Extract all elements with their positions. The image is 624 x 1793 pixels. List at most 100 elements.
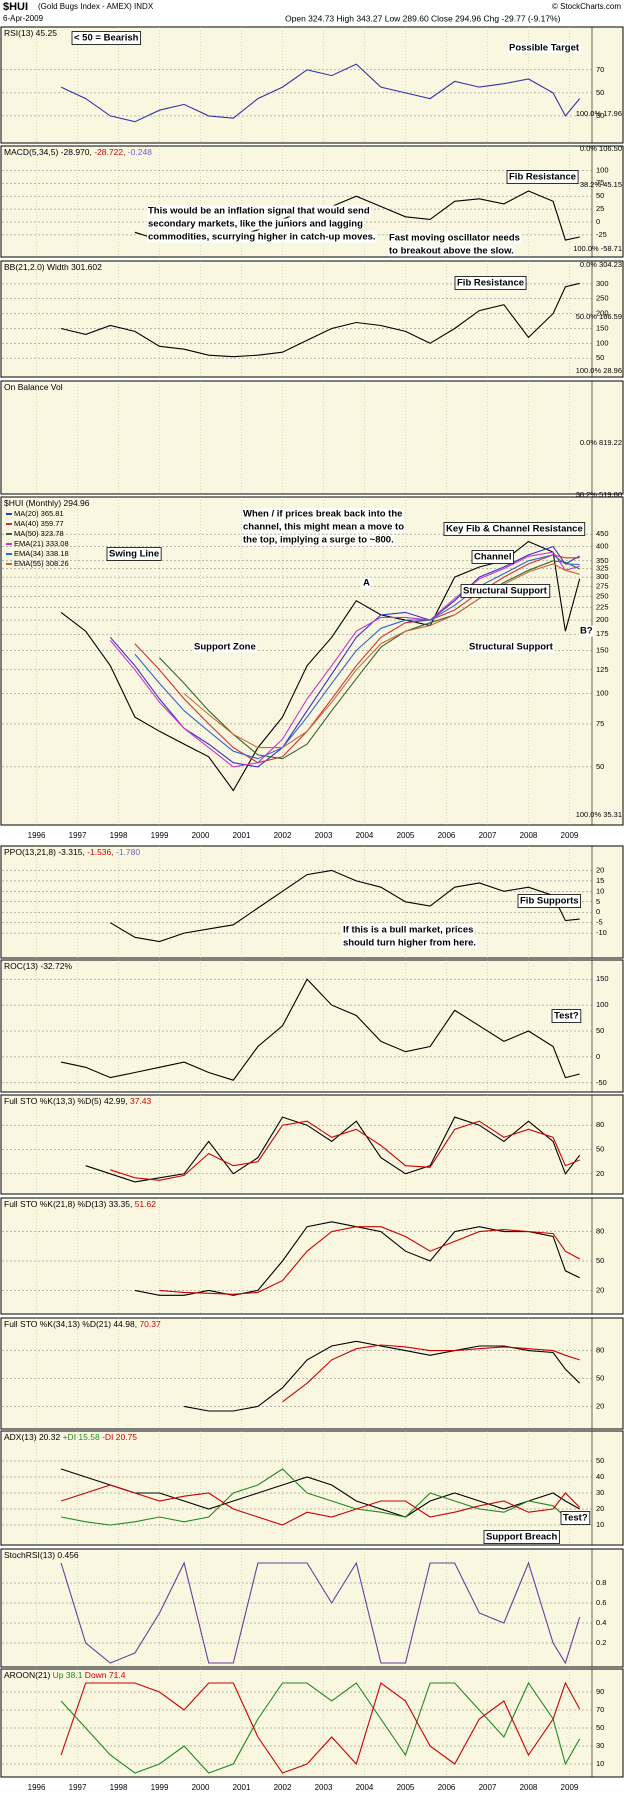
x-tick-label: 2008: [520, 1783, 538, 1792]
y-tick-label: 80: [596, 1120, 604, 1129]
y-tick-label: 50: [596, 1144, 604, 1153]
title-part: $HUI (Monthly) 294.96: [4, 498, 90, 508]
series-line: [109, 545, 580, 768]
title-part: AROON(21): [4, 1670, 50, 1680]
panel: [0, 1094, 624, 1195]
annotation-bg: [468, 641, 555, 653]
quote: Open 324.73 High 343.27 Low 289.60 Close…: [285, 13, 561, 23]
y-tick-label: 75: [596, 719, 604, 728]
title-part: Full STO %K(21,8) %D(13) 33.35,: [4, 1199, 132, 1209]
annotation-bg: [242, 534, 395, 546]
annotation-text: Structural Support: [469, 642, 554, 653]
y-tick-label: 0.8: [596, 1578, 606, 1587]
y-tick-label: 225: [596, 603, 609, 612]
annotation-bg: [342, 937, 478, 949]
annotation-box: [560, 1511, 591, 1525]
y-tick-label: 20: [596, 1285, 604, 1294]
annotation-text: A: [363, 578, 370, 589]
x-tick-label: 2001: [233, 831, 251, 840]
y-tick-label: 125: [596, 665, 609, 674]
y-tick-label: 80: [596, 1227, 604, 1236]
y-tick-label: 100: [596, 688, 609, 697]
title-part: PPO(13,21,8) -3.315,: [4, 847, 85, 857]
symbol: $HUI: [3, 1, 28, 13]
x-tick-label: 2004: [356, 831, 374, 840]
annotation-text: 38.2% 519.80: [576, 490, 622, 499]
series-line: [60, 282, 580, 358]
series-line: [60, 63, 581, 123]
annotation-text: 100.0% 28.96: [576, 366, 622, 375]
annotation-box: [551, 1009, 582, 1023]
annotation: 50.0% 166.59: [576, 312, 622, 321]
y-tick-label: 50: [596, 1256, 604, 1265]
x-tick-label: 2006: [438, 1783, 456, 1792]
annotation-bg: [242, 508, 404, 520]
x-tick-label: 1996: [28, 1783, 46, 1792]
annotation-text: Key Fib & Channel Resistance: [446, 524, 583, 535]
y-tick-label: 100: [596, 338, 609, 347]
annotation: Test?: [560, 1511, 591, 1525]
annotation: Fib Supports: [517, 894, 581, 908]
annotation: When / if prices break back into the chan…: [242, 508, 406, 546]
panel-title: $HUI (Monthly) 294.96: [4, 498, 90, 508]
index-name: (Gold Bugs Index - AMEX) INDX: [38, 2, 154, 11]
annotation-text: 100.0% 35.31: [576, 810, 622, 819]
series-line: [60, 1484, 581, 1526]
title-part: MACD(5,34,5) -28.970,: [4, 147, 92, 157]
annotation: 0.0% 106.50: [580, 144, 622, 153]
annotation: 0.0% 819.22: [580, 438, 622, 447]
title-part: Full STO %K(13,3) %D(5) 42.99,: [4, 1096, 128, 1106]
series-line: [60, 978, 580, 1081]
annotation-bg: [147, 231, 377, 243]
title-part: On Balance Vol: [4, 382, 63, 392]
legend-entry: EMA(55) 308.26: [14, 559, 69, 568]
y-tick-label: 50: [596, 1373, 604, 1382]
annotation-text: B?: [580, 626, 593, 637]
legend-entry: EMA(34) 338.18: [14, 549, 69, 558]
x-tick-label: 2001: [233, 1783, 251, 1792]
x-tick-label: 2003: [315, 1783, 333, 1792]
annotation-text: Structural Support: [463, 586, 548, 597]
annotation: Possible Target: [508, 42, 581, 54]
annotation: 100.0% 35.31: [576, 810, 622, 819]
panel-title: Full STO %K(13,3) %D(5) 42.99, 37.43: [4, 1096, 152, 1106]
title-part: -28.722,: [92, 147, 126, 157]
x-tick-label: 1998: [110, 1783, 128, 1792]
annotation-text: Test?: [554, 1011, 579, 1022]
x-tick-label: 2003: [315, 831, 333, 840]
y-tick-label: 10: [596, 886, 604, 895]
annotation: Support Breach: [483, 1530, 560, 1544]
annotation-text: to breakout above the slow.: [389, 246, 514, 257]
annotation-text: secondary markets, like the juniors and …: [148, 219, 363, 230]
panel-title: ROC(13) -32.72%: [4, 961, 72, 971]
series-line: [85, 1116, 581, 1183]
title-part: BB(21,2.0) Width 301.602: [4, 262, 102, 272]
legend-entry: EMA(21) 333.08: [14, 539, 69, 548]
annotation-bg: [388, 232, 521, 244]
annotation-text: channel, this might mean a move to: [243, 522, 404, 533]
annotation-text: the top, implying a surge to ~800.: [243, 535, 394, 546]
y-tick-label: 250: [596, 294, 609, 303]
annotation-bg: [147, 205, 371, 217]
annotation-box: [454, 276, 527, 290]
panel-title: Full STO %K(21,8) %D(13) 33.35, 51.62: [4, 1199, 156, 1209]
y-tick-label: 300: [596, 279, 609, 288]
annotation-box: [471, 550, 514, 564]
annotation-bg: [362, 577, 371, 589]
annotation: Test?: [551, 1009, 582, 1023]
y-tick-label: 50: [596, 1026, 604, 1035]
annotation: Key Fib & Channel Resistance: [443, 522, 586, 536]
annotation-text: Fib Resistance: [457, 278, 524, 289]
annotation: This would be an inflation signal that w…: [147, 205, 377, 243]
y-tick-label: 300: [596, 572, 609, 581]
legend-entry: MA(50) 323.78: [14, 529, 64, 538]
x-tick-label: 2000: [192, 831, 210, 840]
annotation-text: Test?: [563, 1513, 588, 1524]
series-line: [110, 1120, 580, 1181]
y-tick-label: 50: [596, 1456, 604, 1465]
y-tick-label: 175: [596, 629, 609, 638]
annotation: 100.0% 28.96: [576, 366, 622, 375]
date: 6-Apr-2009: [3, 14, 44, 23]
y-tick-label: 30: [596, 111, 604, 120]
